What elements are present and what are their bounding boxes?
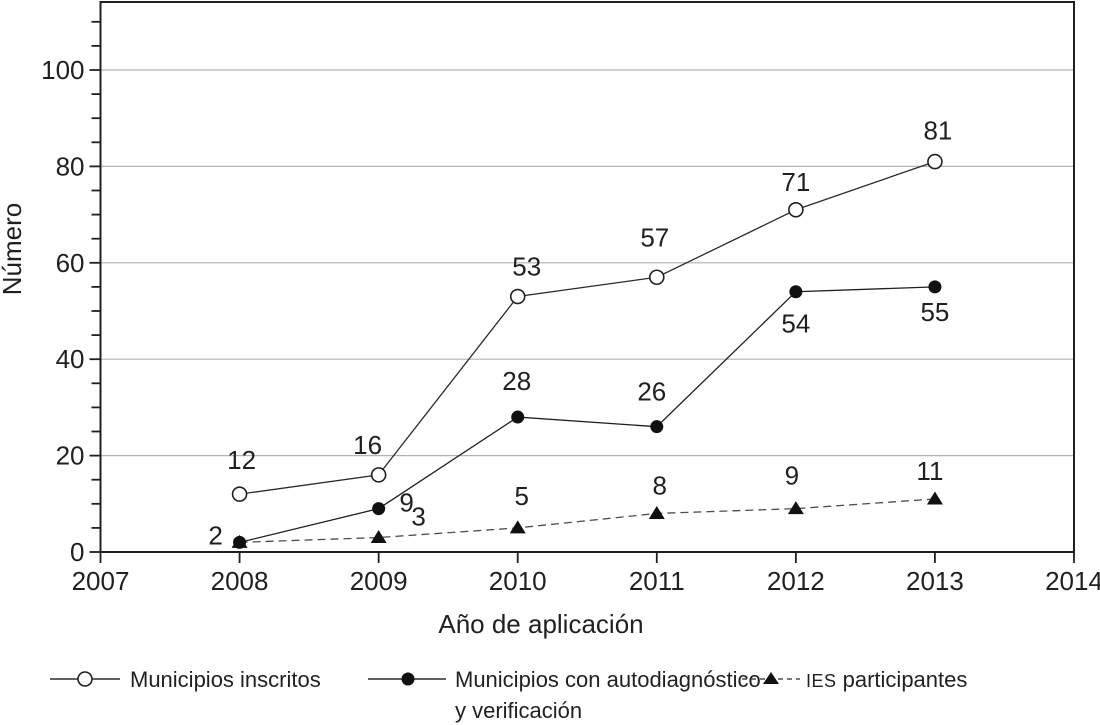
- x-tick-label: 2009: [350, 566, 408, 596]
- legend-item-municipios-autodiagnostico: Municipios con autodiagnóstico y verific…: [368, 667, 761, 723]
- data-point-filled-circle: [928, 280, 942, 294]
- x-tick-label: 2014: [1045, 566, 1100, 596]
- data-point-open-circle: [370, 467, 387, 483]
- data-point-filled-circle: [650, 420, 664, 434]
- data-point-label: 81: [923, 116, 952, 146]
- plot-border: [99, 1, 1075, 553]
- data-point-label: 8: [653, 470, 667, 500]
- data-point-filled-circle: [233, 535, 247, 549]
- data-point-label: 71: [781, 167, 810, 197]
- x-tick-label: 2007: [72, 566, 130, 596]
- y-tick-label: 60: [56, 248, 85, 278]
- y-tick-label: 20: [56, 441, 85, 471]
- data-point-label: 9: [785, 461, 799, 491]
- filled-circle-icon: [401, 672, 415, 686]
- data-point-filled-circle: [511, 410, 525, 424]
- legend-item-municipios-inscritos: Municipios inscritos: [50, 667, 321, 692]
- data-point-open-circle: [509, 288, 526, 305]
- x-tick-label: 2013: [906, 566, 964, 596]
- data-point-triangle: [370, 530, 387, 544]
- data-point-label: 11: [916, 456, 943, 486]
- data-point-label: 57: [640, 222, 669, 252]
- data-point-label: 55: [920, 297, 949, 327]
- y-axis-title: Número: [0, 203, 27, 295]
- series-line-1: [239, 286, 935, 543]
- y-tick-label: 80: [56, 151, 85, 181]
- data-point-label: 16: [353, 430, 382, 460]
- data-point-label: 28: [502, 366, 531, 396]
- legend-item-ies-participantes: IES participantes: [742, 667, 967, 692]
- series-line-0: [239, 160, 936, 495]
- y-tick-label: 40: [56, 344, 85, 374]
- legend-label: Municipios inscritos: [130, 667, 321, 692]
- data-point-triangle: [926, 491, 943, 505]
- data-point-filled-circle: [789, 285, 803, 299]
- x-tick-label: 2008: [211, 566, 269, 596]
- data-point-open-circle: [927, 153, 943, 170]
- x-axis-title: Año de aplicación: [438, 609, 643, 639]
- data-point-label: 2: [208, 520, 222, 550]
- x-tick-label: 2010: [489, 566, 547, 596]
- data-point-label: 9: [399, 488, 413, 518]
- data-point-triangle: [787, 501, 804, 515]
- legend-label-line2: y verificación: [455, 698, 582, 723]
- data-point-filled-circle: [372, 502, 386, 516]
- filled-triangle-icon: [763, 672, 779, 684]
- x-tick-label: 2011: [629, 566, 685, 596]
- data-point-open-circle: [648, 269, 665, 286]
- data-point-label: 12: [227, 445, 256, 475]
- data-point-open-circle: [231, 486, 248, 502]
- open-circle-icon: [77, 671, 93, 687]
- data-point-open-circle: [788, 201, 804, 218]
- x-tick-label: 2012: [767, 566, 825, 596]
- data-point-label: 53: [512, 252, 541, 282]
- legend-label: IES participantes: [806, 667, 967, 692]
- data-point-triangle: [648, 505, 665, 519]
- plot-area: 0 20 40 60 80 100 2007 2008 2009 2010 2011 2012 2013…: [41, 1, 1100, 596]
- y-tick-label: 0: [70, 537, 84, 567]
- legend: Municipios inscritos Municipios con auto…: [50, 667, 967, 723]
- data-point-label: 3: [411, 502, 425, 532]
- data-point-label: 26: [637, 377, 666, 407]
- series-line-2: [239, 498, 935, 544]
- y-tick-label: 100: [41, 55, 84, 85]
- data-point-triangle: [509, 520, 526, 534]
- legend-label-line1: Municipios con autodiagnóstico: [455, 667, 761, 692]
- data-point-label: 54: [781, 309, 810, 339]
- data-point-label: 5: [514, 481, 528, 511]
